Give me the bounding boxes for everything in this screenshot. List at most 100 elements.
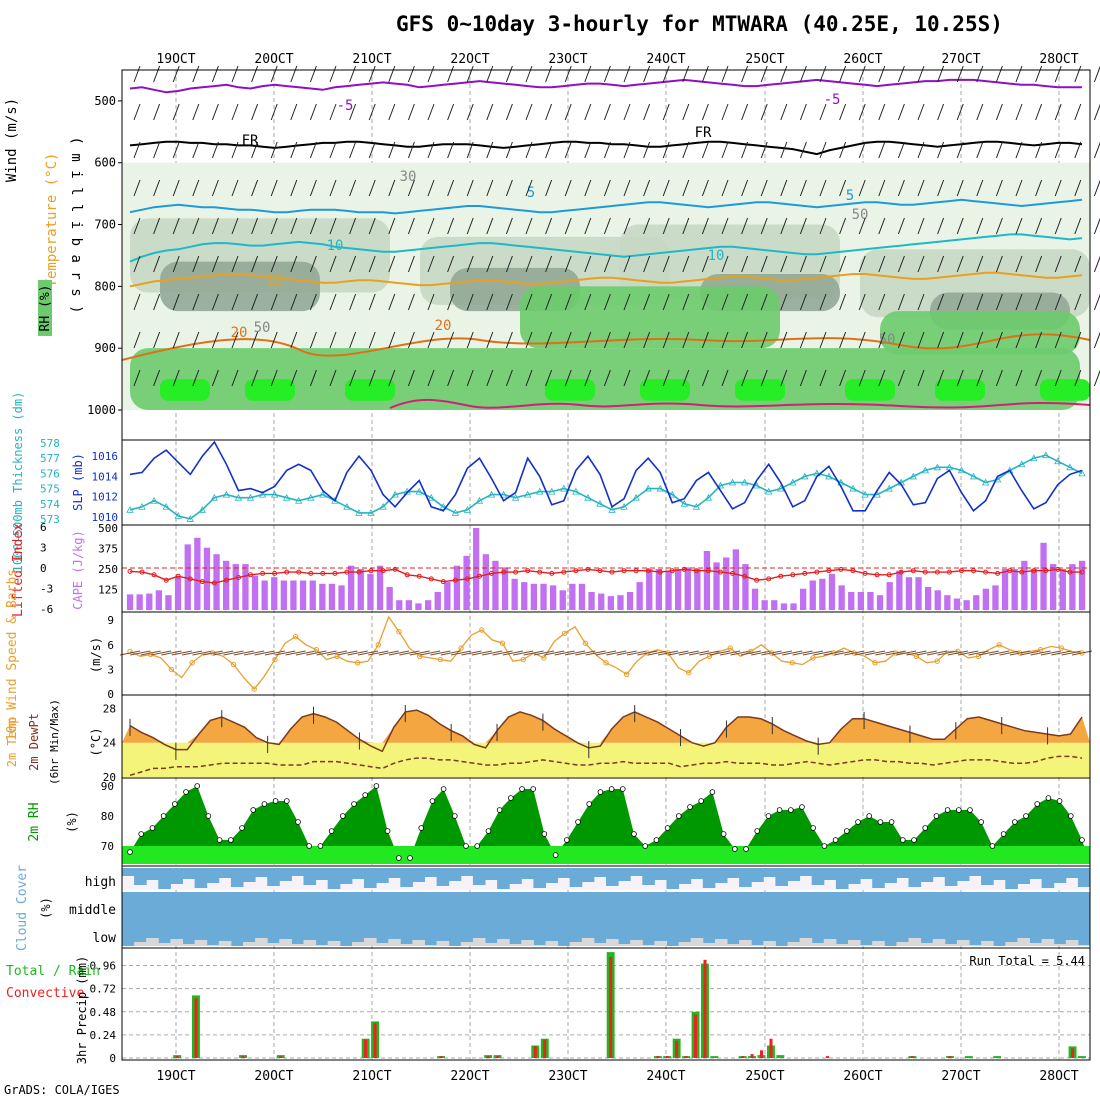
precip-convective-bar bbox=[665, 1056, 669, 1058]
cloud-high-bar bbox=[521, 868, 534, 879]
li-point bbox=[838, 566, 844, 572]
slp-line bbox=[129, 440, 1083, 512]
wind-barb bbox=[799, 369, 807, 387]
li-point bbox=[681, 566, 687, 572]
wind-barb-10m bbox=[927, 650, 948, 656]
wind-barb bbox=[603, 179, 611, 197]
rh-tick-label: 70 bbox=[101, 840, 114, 853]
cloud-low-bar bbox=[327, 941, 341, 946]
li-point bbox=[585, 566, 591, 572]
wind-barb bbox=[231, 293, 239, 311]
wind-speed-point bbox=[292, 633, 299, 640]
cape-bar bbox=[550, 585, 557, 610]
wind-barb bbox=[525, 217, 533, 235]
wind-barb bbox=[1054, 293, 1062, 311]
wind-barb bbox=[760, 65, 768, 83]
wind-speed-point bbox=[727, 645, 733, 651]
wind-barb bbox=[545, 179, 553, 197]
cape-bar bbox=[155, 590, 162, 610]
wind-barb bbox=[1074, 179, 1082, 197]
li-point bbox=[404, 572, 410, 578]
li-point bbox=[802, 570, 808, 576]
cloud-high-bar bbox=[642, 868, 655, 885]
cloud-low-bar bbox=[545, 941, 559, 946]
wind-barb bbox=[623, 217, 631, 235]
wind-barb bbox=[1093, 255, 1100, 273]
cloud-low-bar bbox=[751, 945, 764, 946]
wind-barb bbox=[937, 141, 945, 159]
wind-barb-10m bbox=[181, 650, 203, 656]
wind-barb bbox=[270, 65, 278, 83]
cloud-low-bar bbox=[642, 945, 655, 946]
wind-barb bbox=[192, 65, 200, 83]
cloud-high-bar bbox=[872, 868, 885, 888]
rh-point bbox=[776, 807, 783, 813]
wind-barb bbox=[447, 65, 455, 83]
thickness-point bbox=[379, 502, 387, 510]
wind-barb bbox=[937, 217, 945, 235]
wind-barb bbox=[1015, 331, 1023, 349]
cloud-low-bar bbox=[981, 941, 994, 946]
wind-barb bbox=[976, 293, 984, 311]
cloud-high-bar bbox=[1053, 868, 1067, 883]
wind-barb-10m bbox=[161, 650, 182, 656]
thickness-point bbox=[728, 478, 737, 486]
cape-bar bbox=[232, 564, 239, 610]
cloud-high-bar bbox=[146, 868, 159, 880]
cloud-high-bar bbox=[291, 868, 304, 876]
wind-barb-10m bbox=[937, 650, 958, 656]
wind-barb-10m bbox=[947, 650, 968, 656]
thickness-point bbox=[692, 502, 701, 510]
cloud-low-bar bbox=[630, 940, 643, 946]
cloud-high-bar bbox=[545, 868, 559, 883]
cloud-low-bar bbox=[739, 940, 752, 946]
rh-point bbox=[541, 831, 548, 837]
rh-point bbox=[664, 825, 671, 831]
li-axis-label: Lifted Index bbox=[11, 523, 26, 617]
wind-barb bbox=[153, 369, 161, 387]
wind-barb bbox=[192, 255, 200, 273]
wind-barb bbox=[1035, 217, 1043, 235]
wind-barb bbox=[545, 293, 553, 311]
wind-barb bbox=[388, 103, 396, 121]
cape-bar bbox=[203, 547, 211, 610]
cloud-high-bar bbox=[303, 868, 317, 885]
cape-bar bbox=[415, 603, 422, 610]
thickness-point bbox=[210, 493, 219, 501]
wind-barb bbox=[1093, 65, 1100, 83]
cloud-low-bar bbox=[606, 939, 619, 946]
cloud-high-bar bbox=[230, 868, 244, 887]
rh-shade-region bbox=[160, 261, 320, 312]
rh-point bbox=[395, 855, 402, 861]
wind-speed-point bbox=[127, 648, 133, 655]
wind-barb bbox=[466, 179, 474, 197]
cloud-low-bar bbox=[920, 943, 934, 946]
wind-barb-10m bbox=[368, 650, 389, 656]
wind-speed-point bbox=[541, 655, 547, 661]
wind-barb bbox=[290, 141, 298, 159]
rh-point bbox=[720, 831, 727, 837]
wind-barb bbox=[251, 217, 259, 235]
cloud-high-bar bbox=[1029, 868, 1043, 879]
li-point bbox=[320, 570, 326, 576]
li-point bbox=[693, 568, 699, 574]
x-tick-label-top: 20OCT bbox=[254, 52, 293, 67]
wind-barb-10m bbox=[337, 650, 358, 656]
li-point bbox=[127, 568, 133, 574]
wind-barb bbox=[251, 103, 259, 121]
thickness-point bbox=[138, 502, 146, 510]
cape-tick-label: 375 bbox=[98, 543, 118, 556]
pressure-tick-label: 800 bbox=[94, 279, 116, 293]
wind-barb bbox=[564, 65, 572, 83]
wind-barb bbox=[1015, 141, 1023, 159]
precip-convective-bar bbox=[675, 1040, 679, 1058]
wind-barb bbox=[251, 293, 259, 311]
wind-barb-10m bbox=[295, 650, 317, 656]
dewpoint-line bbox=[129, 755, 1083, 777]
wind-barb bbox=[349, 103, 357, 121]
cape-bar bbox=[569, 583, 576, 610]
temperature-axis-label: Temperature (°C) bbox=[44, 153, 60, 288]
rh-point bbox=[586, 801, 592, 807]
rh-shade-bright bbox=[545, 379, 595, 401]
